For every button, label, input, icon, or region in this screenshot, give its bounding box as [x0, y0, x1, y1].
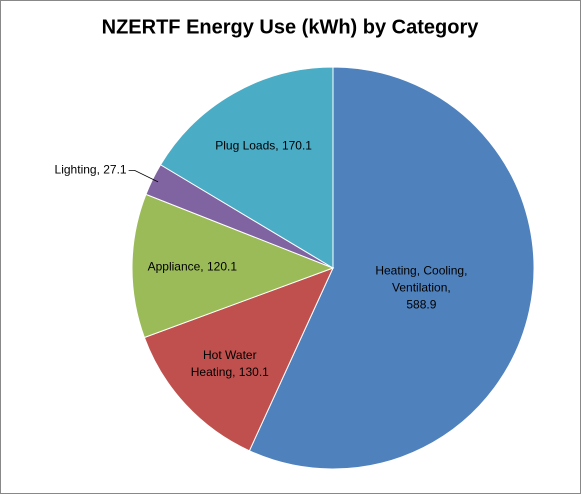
pie-slice: [131, 193, 335, 339]
data-label: Plug Loads, 170.1: [215, 139, 312, 153]
pie-slice: [159, 66, 334, 269]
data-label: Lighting, 27.1: [55, 163, 127, 177]
data-label: Heating, Cooling, Ventilation, 588.9: [375, 263, 467, 311]
leader-line: [128, 169, 159, 183]
data-label: Appliance, 120.1: [148, 259, 238, 273]
chart-title: NZERTF Energy Use (kWh) by Category: [102, 16, 480, 38]
pie-slice: [248, 66, 535, 470]
data-label: Hot Water Heating, 130.1: [191, 348, 269, 379]
pie-slice: [143, 267, 334, 452]
